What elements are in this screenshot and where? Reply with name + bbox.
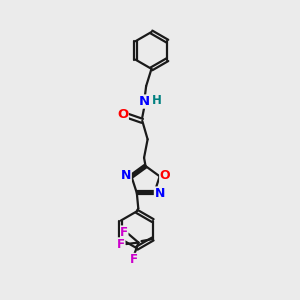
Text: F: F (117, 238, 125, 250)
Text: O: O (160, 169, 170, 182)
Text: H: H (152, 94, 162, 106)
Text: F: F (120, 226, 128, 239)
Text: N: N (121, 169, 131, 182)
Text: N: N (139, 95, 150, 108)
Text: O: O (117, 108, 128, 122)
Text: N: N (154, 187, 165, 200)
Text: F: F (129, 253, 137, 266)
